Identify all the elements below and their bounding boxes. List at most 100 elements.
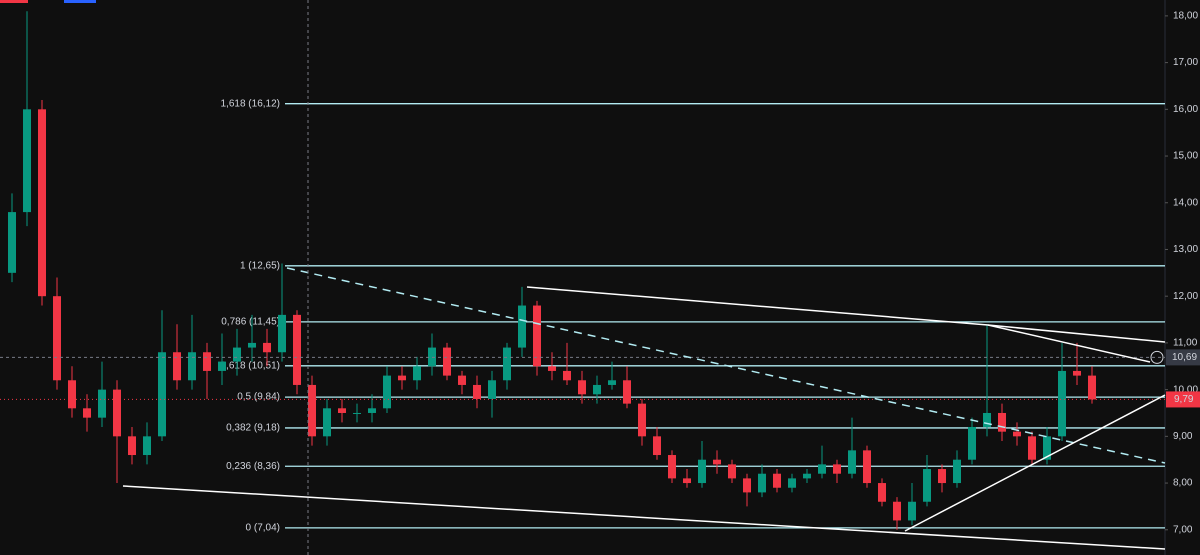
candle-body [533,305,541,367]
candle-body [38,109,46,297]
candle-body [293,314,301,385]
candle-body [398,375,406,381]
candle-body [953,459,961,484]
candle-body [608,380,616,385]
candle-body [683,478,691,484]
candle-body [1028,436,1036,460]
fib-label: 0,618 (10,51) [221,360,281,371]
candle-body [503,347,511,381]
y-tick-label: 12,00 [1173,291,1198,302]
fib-label: 0,382 (9,18) [226,423,280,434]
candle-body [8,212,16,273]
trend-line [122,485,1166,550]
candle-body [368,408,376,413]
candle-body [833,464,841,474]
candle-body [908,501,916,521]
candle-body [128,436,136,456]
candle-body [593,384,601,395]
candle-body [698,459,706,484]
y-tick-label: 18,00 [1173,11,1198,22]
last-price-label: 9,79 [1174,394,1194,405]
candle-body [68,380,76,409]
candle-body [638,403,646,437]
candle-body [233,347,241,362]
trend-line [904,394,1166,532]
y-tick-label: 11,00 [1173,338,1198,349]
y-tick-label: 15,00 [1173,151,1198,162]
y-tick-label: 8,00 [1173,478,1193,489]
y-tick-label: 10,00 [1173,384,1198,395]
crosshair-price-box [1166,349,1200,366]
trend-line [987,324,1151,363]
fib-label: 0,786 (11,45) [221,317,280,328]
candle-body [338,408,346,413]
candle-body [878,483,886,502]
candle-body [173,352,181,381]
trend-line [286,267,1166,464]
candle-body [983,412,991,427]
candle-body [788,478,796,488]
candle-body [278,314,286,353]
crosshair-price-label: 10,69 [1172,352,1197,363]
candle-body [848,450,856,474]
y-tick-label: 17,00 [1173,57,1198,68]
fib-label: 0,5 (9,84) [237,392,280,403]
candle-body [818,464,826,474]
candle-body [923,469,931,502]
candle-body [758,473,766,493]
y-tick-label: 14,00 [1173,197,1198,208]
candle-body [473,384,481,399]
candle-body [803,473,811,479]
candle-body [728,464,736,479]
candle-body [443,347,451,376]
candle-body [353,412,361,414]
candle-body [893,501,901,521]
candle-body [578,380,586,395]
trend-line [987,324,1166,343]
candle-body [1073,370,1081,376]
candle-body [323,408,331,437]
candle-body [248,342,256,348]
candle-body [188,352,196,381]
last-price-box [1166,391,1200,408]
candle-body [998,412,1006,432]
candle-body [413,366,421,381]
fib-label: 1 (12,65) [240,260,280,271]
candle-body [263,342,271,353]
candle-body [938,469,946,484]
y-tick-label: 16,00 [1173,104,1198,115]
y-tick-label: 9,00 [1173,431,1193,442]
candle-body [653,436,661,456]
trend-line [526,286,989,326]
candle-body [563,370,571,381]
add-button[interactable] [1150,350,1164,364]
candle-body [218,361,226,371]
drawings [122,0,1166,555]
y-tick-label: 7,00 [1173,524,1193,535]
candle-body [53,296,61,381]
candle-body [488,380,496,399]
candle-body [743,478,751,493]
candle-body [1043,436,1051,460]
candle-body [548,366,556,371]
candle-body [458,375,466,385]
price-axis [1165,0,1200,555]
candle-body [83,408,91,418]
candle-body [773,473,781,488]
candle-body [143,436,151,456]
candle-body [308,384,316,437]
candle-body [383,375,391,409]
candle-body [863,450,871,484]
candle-body [158,352,166,437]
candle-body [98,389,106,418]
candle-body [203,352,211,371]
candle-body [113,389,121,437]
candle-body [23,109,31,213]
candle-body [713,459,721,465]
fib-label: 1,618 (16,12) [221,98,281,109]
toolbar-button[interactable] [0,0,28,3]
candle-body [1058,370,1066,437]
toolbar-button[interactable] [64,0,96,3]
